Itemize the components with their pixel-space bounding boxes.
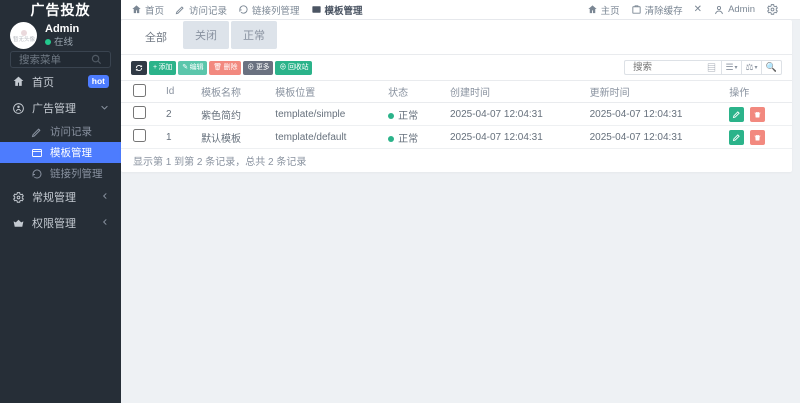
svg-text:暂无头像: 暂无头像 — [12, 35, 35, 43]
